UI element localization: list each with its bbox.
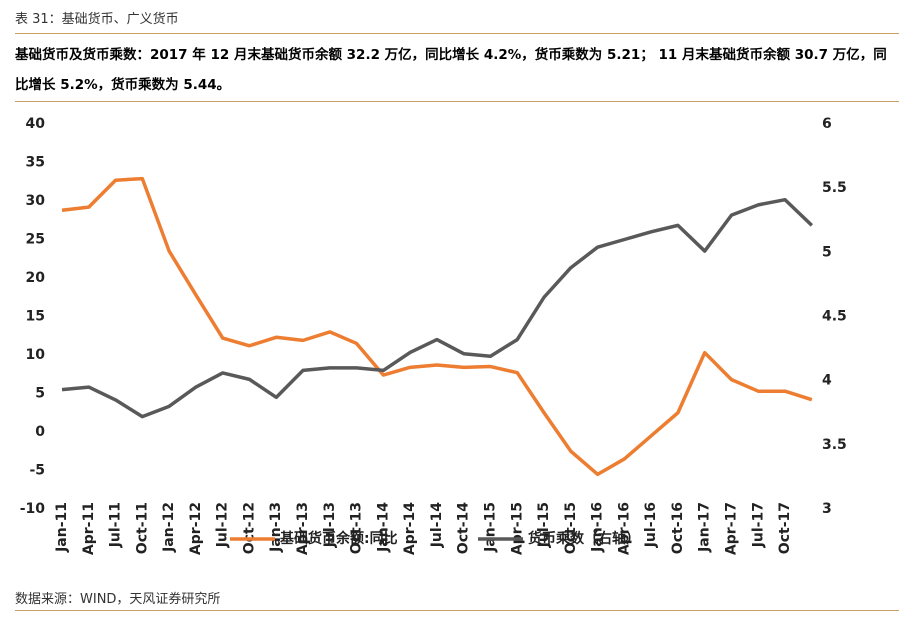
x-tick-label: Jan-14 [375,502,391,553]
x-tick-label: Oct-17 [777,502,793,554]
rule [15,101,899,102]
y-tick-label: -5 [29,463,45,479]
x-tick-label: Jan-11 [54,502,70,553]
rule [15,33,899,34]
x-tick-label: Oct-13 [349,502,365,554]
x-tick-label: Jan-17 [697,502,713,553]
x-tick-label: Jul-15 [536,502,552,548]
x-tick-label: Jul-12 [215,502,231,548]
x-tick-label: Jul-17 [750,502,766,548]
y-tick-label: 10 [26,347,46,363]
x-tick-label: Jan-16 [590,502,606,553]
y-tick-label: 25 [26,232,45,248]
y-tick-label: -10 [20,501,46,517]
y-tick-label: 5 [35,386,45,402]
source: 数据来源：WIND，天风证券研究所 [15,592,221,607]
x-tick-label: Jul-16 [643,502,659,548]
y2-tick-label: 5.5 [822,180,847,196]
x-tick-label: Apr-14 [402,502,418,555]
y-tick-label: 0 [35,424,45,440]
series-line [61,197,814,419]
x-tick-label: Apr-16 [616,502,632,555]
rule [15,610,899,611]
y2-tick-label: 3.5 [822,437,847,453]
y-tick-label: 20 [26,270,46,286]
y2-tick-label: 4 [822,373,832,389]
legend-label: 基础货币余额:同比 [280,530,398,547]
x-tick-label: Jul-13 [322,502,338,548]
x-tick-label: Oct-11 [134,502,150,554]
y-tick-label: 15 [26,309,45,325]
description: 基础货币及货币乘数：2017 年 12 月末基础货币余额 32.2 万亿，同比增… [15,47,887,93]
x-tick-label: Jan-15 [482,502,498,553]
x-tick-label: Oct-12 [241,502,257,554]
x-tick-label: Jul-11 [108,502,124,548]
y-tick-label: 40 [26,116,46,132]
x-tick-label: Oct-15 [563,502,579,554]
x-tick-label: Apr-11 [81,502,97,555]
x-tick-label: Apr-13 [295,502,311,555]
y-tick-label: 35 [26,155,45,171]
x-tick-label: Jul-14 [429,502,445,549]
x-tick-label: Apr-15 [509,502,525,555]
legend-label: 货币乘数（右轴） [527,530,640,547]
x-tick-label: Apr-12 [188,502,204,555]
chart: -10 -5 0 5 10 15 20 25 30 35 40 3 3.5 4 4.5 5 5.5 6 Jan-11… [20,116,847,555]
figure-title: 表 31：基础货币、广义货币 [15,12,179,27]
series-line [61,176,813,477]
y2-tick-label: 4.5 [822,309,847,325]
x-tick-label: Jan-12 [161,502,177,553]
y2-tick-label: 3 [822,501,832,517]
x-tick-label: Oct-16 [670,502,686,554]
y2-tick-label: 5 [822,244,832,260]
x-tick-label: Apr-17 [724,502,740,555]
x-tick-label: Oct-14 [456,502,472,554]
y-tick-label: 30 [26,193,46,209]
y2-tick-label: 6 [822,116,832,132]
